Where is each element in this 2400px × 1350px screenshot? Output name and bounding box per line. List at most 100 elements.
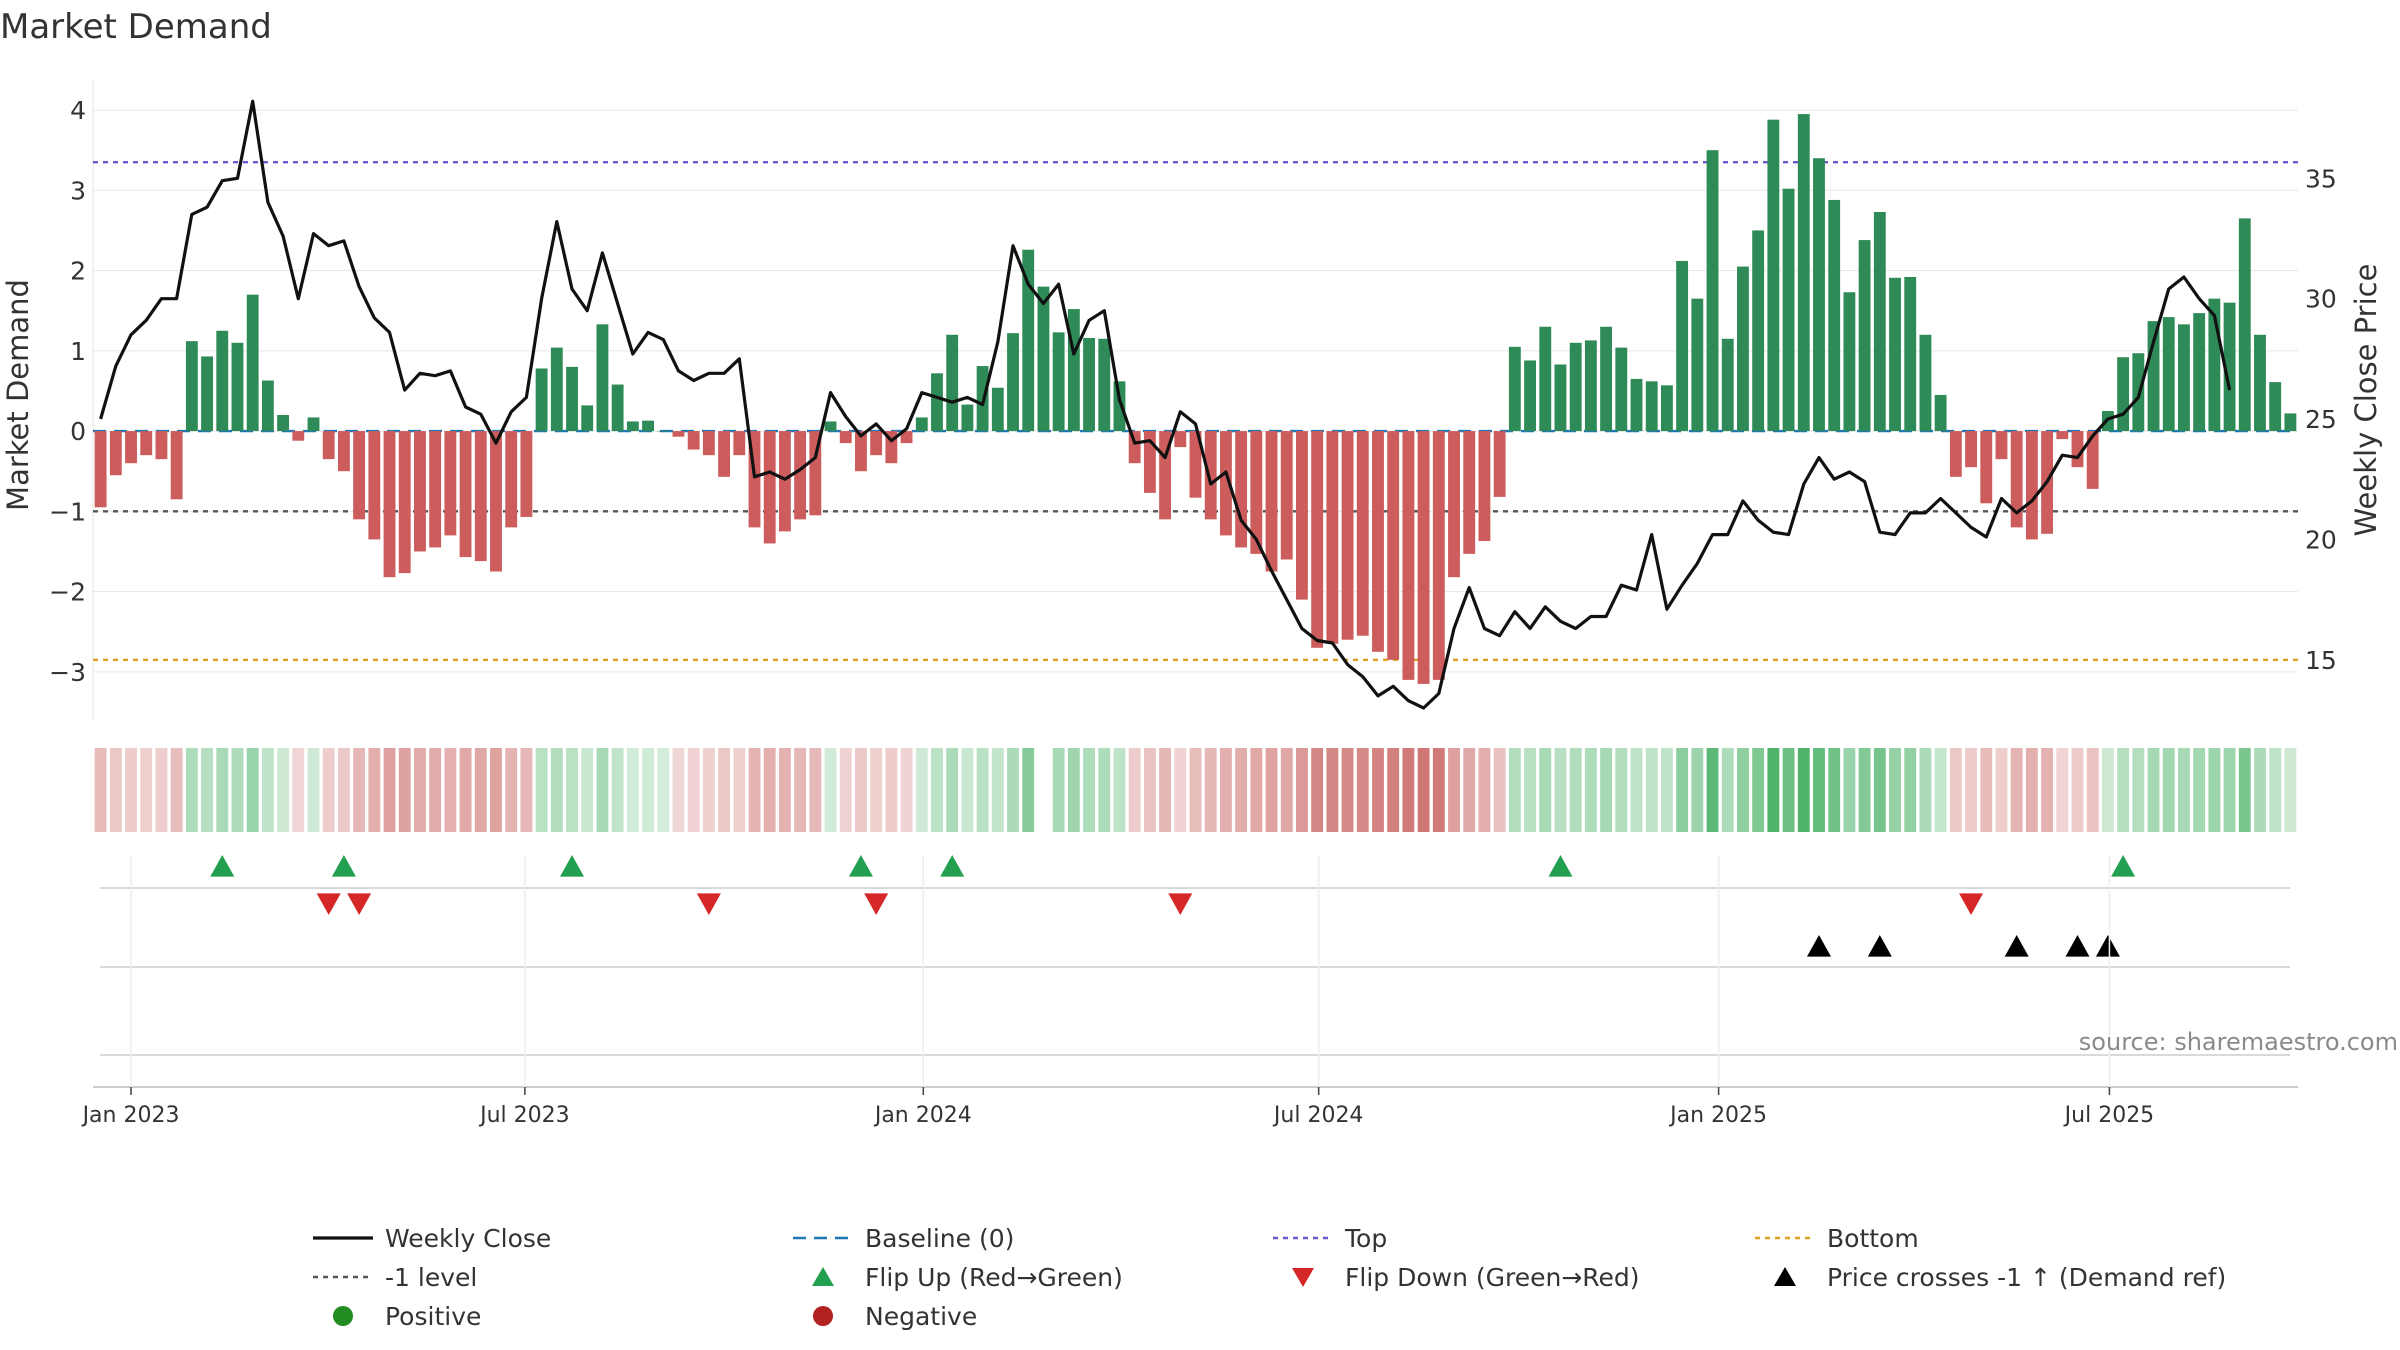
demand-bar — [931, 373, 943, 432]
strip-cell — [490, 748, 502, 832]
demand-bar — [444, 431, 457, 536]
demand-bar — [246, 294, 259, 432]
demand-bar — [1417, 431, 1430, 684]
strip-cell — [398, 748, 411, 832]
demand-bar — [733, 431, 746, 456]
legend-item: Negative — [813, 1302, 977, 1331]
strip-cell — [991, 748, 1004, 832]
strip-cell — [1934, 748, 1947, 832]
strip-cell — [109, 748, 122, 832]
demand-bar — [885, 431, 898, 464]
demand-bar — [1448, 431, 1460, 578]
demand-bar — [1508, 346, 1521, 432]
legend-swatch — [1292, 1268, 1314, 1287]
demand-bar — [2223, 302, 2236, 432]
strip-cell — [1022, 748, 1035, 832]
flip-down-marker — [864, 893, 889, 915]
strip-cell — [596, 748, 609, 832]
strip-cell — [1600, 748, 1613, 832]
strip-cell — [1189, 748, 1202, 832]
strip-cell — [1813, 748, 1825, 832]
demand-bar — [429, 431, 442, 548]
strip-cell — [1143, 748, 1156, 832]
demand-bar — [1660, 385, 1673, 432]
demand-bars — [94, 114, 2297, 684]
demand-bar — [1235, 431, 1248, 548]
strip-cell — [1660, 748, 1673, 832]
demand-bar — [1737, 266, 1749, 432]
strip-cell — [2162, 748, 2175, 832]
legend-item: Flip Down (Green→Red) — [1292, 1263, 1640, 1292]
strip-cell — [520, 748, 533, 832]
x-tick-label: Jan 2023 — [81, 1103, 180, 1128]
legend-label: Price crosses -1 ↑ (Demand ref) — [1827, 1263, 2226, 1292]
demand-bar — [353, 431, 366, 520]
strip-cell — [322, 748, 335, 832]
strip-cell — [1311, 748, 1324, 832]
strip-cell — [474, 748, 487, 832]
strip-cell — [1478, 748, 1491, 832]
demand-bar — [1965, 431, 1977, 468]
demand-bar — [961, 404, 974, 432]
strip-cell — [535, 748, 548, 832]
legend-item: Flip Up (Red→Green) — [812, 1263, 1123, 1292]
legend-item: -1 level — [313, 1263, 477, 1292]
demand-bar — [626, 421, 639, 432]
strip-cell — [1691, 748, 1704, 832]
strip-cell — [1280, 748, 1293, 832]
demand-bar — [125, 431, 137, 464]
demand-bar — [855, 431, 867, 472]
strip-cell — [155, 748, 168, 832]
legend-item: Positive — [333, 1302, 481, 1331]
strip-cell — [216, 748, 229, 832]
demand-strip — [94, 748, 2297, 832]
strip-cell — [1326, 748, 1339, 832]
strip-cell — [794, 748, 807, 832]
demand-bar — [2147, 321, 2160, 432]
strip-cell — [1387, 748, 1400, 832]
price-cross-marker — [2095, 935, 2120, 957]
main-grid — [92, 80, 2298, 720]
strip-cell — [292, 748, 305, 832]
demand-bar — [322, 431, 335, 460]
demand-bar — [900, 431, 913, 444]
strip-cell — [94, 748, 107, 832]
left-tick-label: 2 — [70, 257, 86, 286]
strip-cell — [702, 748, 715, 832]
demand-bar — [1478, 431, 1491, 542]
left-y-axis-label: Market Demand — [1, 279, 35, 511]
strip-cell — [444, 748, 457, 832]
strip-cell — [763, 748, 776, 832]
demand-bar — [778, 431, 791, 532]
strip-cell — [1676, 748, 1689, 832]
x-tick-label: Jul 2023 — [478, 1103, 570, 1128]
demand-bar — [307, 417, 320, 432]
strip-cell — [2269, 748, 2282, 832]
left-tick-label: 4 — [70, 96, 86, 125]
strip-cell — [1083, 748, 1095, 832]
demand-bar — [1554, 364, 1567, 432]
demand-bar — [216, 330, 229, 432]
strip-cell — [1417, 748, 1430, 832]
legend-label: Negative — [865, 1302, 977, 1331]
strip-cell — [687, 748, 700, 832]
strip-cell — [870, 748, 883, 832]
strip-cell — [1584, 748, 1597, 832]
demand-bar — [520, 431, 533, 517]
strip-cell — [778, 748, 791, 832]
strip-cell — [1889, 748, 1901, 832]
demand-bar — [474, 431, 487, 562]
strip-cell — [414, 748, 426, 832]
demand-bar — [2269, 382, 2282, 432]
strip-cell — [2101, 748, 2114, 832]
strip-cell — [1645, 748, 1658, 832]
demand-bar — [991, 387, 1004, 432]
demand-bar — [261, 380, 274, 432]
x-tick-label: Jan 2025 — [1668, 1103, 1767, 1128]
event-panels — [100, 855, 2290, 1056]
demand-bar — [1372, 431, 1384, 652]
legend-label: Positive — [385, 1302, 481, 1331]
strip-cell — [1615, 748, 1628, 832]
strip-cell — [2254, 748, 2266, 832]
strip-cell — [1782, 748, 1795, 832]
